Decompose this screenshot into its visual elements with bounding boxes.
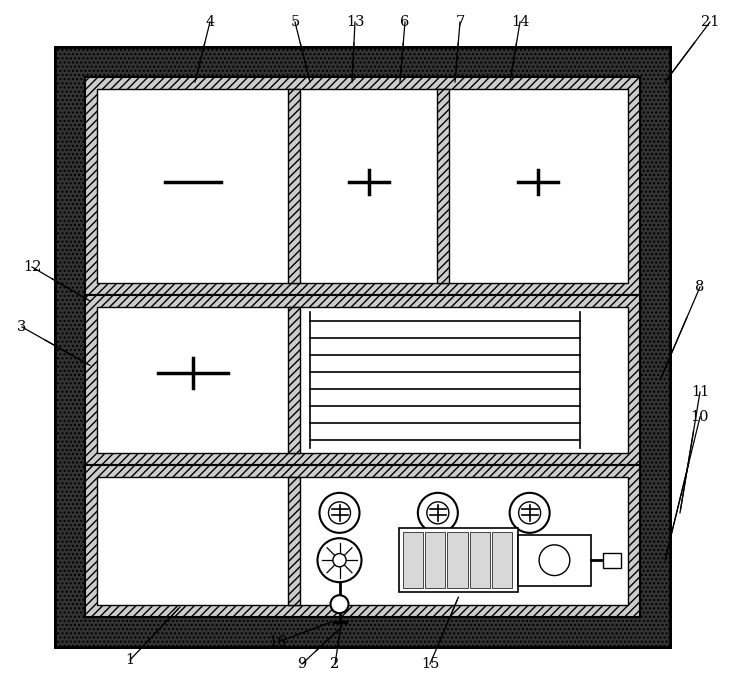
Bar: [55, 47, 670, 647]
Circle shape: [427, 502, 449, 524]
Bar: [470, 532, 490, 588]
Bar: [602, 552, 621, 568]
Text: 8: 8: [695, 280, 704, 294]
Text: 1: 1: [125, 653, 134, 667]
Bar: [85, 77, 640, 295]
Circle shape: [519, 502, 541, 524]
Bar: [85, 77, 640, 617]
Bar: [288, 307, 300, 453]
Text: 15: 15: [421, 657, 439, 671]
Text: 9: 9: [297, 657, 307, 671]
Circle shape: [319, 493, 359, 533]
Bar: [55, 47, 670, 647]
Bar: [425, 532, 445, 588]
Text: 4: 4: [205, 15, 214, 29]
Bar: [492, 532, 513, 588]
Text: 7: 7: [455, 15, 464, 29]
Circle shape: [539, 545, 570, 576]
Bar: [402, 532, 423, 588]
Text: 13: 13: [346, 15, 364, 29]
Bar: [399, 528, 518, 592]
Bar: [97, 307, 628, 453]
Bar: [85, 295, 640, 307]
Circle shape: [331, 595, 349, 613]
Circle shape: [318, 538, 362, 582]
Bar: [97, 89, 628, 283]
Text: 16: 16: [269, 635, 287, 649]
Text: 12: 12: [23, 260, 42, 274]
Circle shape: [333, 554, 346, 567]
Bar: [518, 535, 590, 586]
Circle shape: [510, 493, 550, 533]
Text: 2: 2: [331, 657, 340, 671]
Text: 14: 14: [511, 15, 529, 29]
Circle shape: [418, 493, 458, 533]
Text: 6: 6: [400, 15, 410, 29]
Circle shape: [328, 502, 350, 524]
Bar: [288, 89, 300, 283]
Bar: [97, 477, 628, 605]
Bar: [85, 465, 640, 617]
Text: 10: 10: [691, 410, 709, 424]
Bar: [288, 477, 300, 605]
Text: 11: 11: [691, 385, 709, 399]
Bar: [447, 532, 467, 588]
Text: 5: 5: [291, 15, 300, 29]
Bar: [85, 295, 640, 465]
Text: 21: 21: [701, 15, 720, 29]
Bar: [437, 89, 448, 283]
Text: 3: 3: [17, 320, 26, 334]
